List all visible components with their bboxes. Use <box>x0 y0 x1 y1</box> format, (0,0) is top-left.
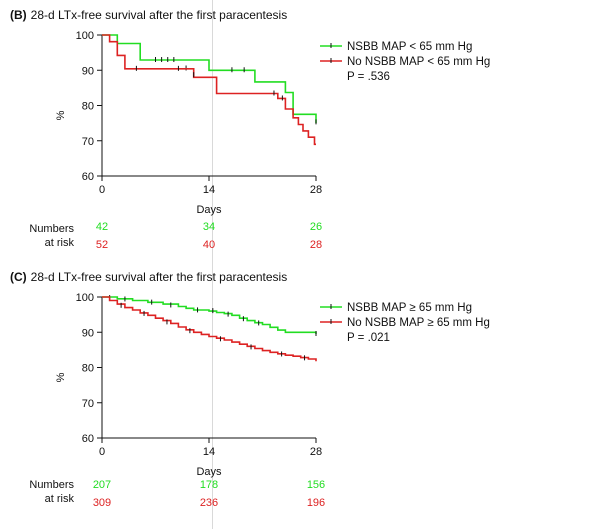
risk-label-b: Numbers at risk <box>14 222 74 250</box>
x-tick-label: 0 <box>99 446 105 458</box>
legend-label-1: No NSBB MAP < 65 mm Hg <box>347 56 490 68</box>
risk-label-line2: at risk <box>44 493 74 505</box>
panel-b-title: (B) 28-d LTx-free survival after the firs… <box>10 8 287 22</box>
chart-panel-c: (C) 28-d LTx-free survival after the firs… <box>0 262 597 529</box>
panel-c-title: (C) 28-d LTx-free survival after the firs… <box>10 270 287 284</box>
series-line-1 <box>102 296 317 362</box>
panel-c-title-text: 28-d LTx-free survival after the first p… <box>30 270 288 284</box>
panel-b-letter: (B) <box>10 8 27 22</box>
survival-chart-c: 60 70 80 90 100 0 14 28 Days% NSBB MAP ≥ 65 mm Hg… <box>55 292 490 509</box>
vertical-guide-line <box>212 0 213 529</box>
y-tick-label: 70 <box>82 398 94 410</box>
x-tick-label: 14 <box>203 446 215 458</box>
risk-count: 207 <box>93 479 111 491</box>
risk-label-c: Numbers at risk <box>14 478 74 506</box>
x-axis-label: Days <box>196 204 222 216</box>
y-tick-label: 90 <box>82 65 94 77</box>
x-tick-label: 0 <box>99 184 105 196</box>
risk-count: 26 <box>310 221 322 233</box>
series-line-1 <box>102 34 316 146</box>
p-value: P = .536 <box>347 71 390 83</box>
x-tick-label: 28 <box>310 446 322 458</box>
risk-label-line2: at risk <box>44 237 74 249</box>
x-tick-label: 28 <box>310 184 322 196</box>
risk-label-line1: Numbers <box>29 223 74 235</box>
risk-count: 52 <box>96 239 108 251</box>
panel-b-title-text: 28-d LTx-free survival after the first p… <box>30 8 288 22</box>
risk-count: 236 <box>200 497 218 509</box>
risk-count: 309 <box>93 497 111 509</box>
x-axis-label: Days <box>196 466 222 478</box>
risk-count: 34 <box>203 221 215 233</box>
y-tick-label: 90 <box>82 327 94 339</box>
series-line-0 <box>102 296 317 334</box>
legend-label-0: NSBB MAP < 65 mm Hg <box>347 41 472 53</box>
panel-c-letter: (C) <box>10 270 27 284</box>
y-axis-label: % <box>55 110 67 120</box>
chart-panel-b: (B) 28-d LTx-free survival after the firs… <box>0 0 597 262</box>
risk-count: 42 <box>96 221 108 233</box>
risk-count: 40 <box>203 239 215 251</box>
risk-count: 178 <box>200 479 218 491</box>
y-tick-label: 80 <box>82 363 94 375</box>
survival-chart-b: 60 70 80 90 100 0 14 28 Days% NSBB MAP < 65 mm Hg… <box>55 30 490 251</box>
y-tick-label: 100 <box>76 292 94 304</box>
y-tick-label: 100 <box>76 30 94 42</box>
series-line-0 <box>102 34 317 124</box>
risk-count: 28 <box>310 239 322 251</box>
y-tick-label: 60 <box>82 171 94 183</box>
legend-label-0: NSBB MAP ≥ 65 mm Hg <box>347 302 472 314</box>
p-value: P = .021 <box>347 332 390 344</box>
risk-label-line1: Numbers <box>29 479 74 491</box>
x-tick-label: 14 <box>203 184 215 196</box>
y-axis-label: % <box>55 372 67 382</box>
risk-count: 156 <box>307 479 325 491</box>
y-tick-label: 80 <box>82 101 94 113</box>
y-tick-label: 60 <box>82 433 94 445</box>
risk-count: 196 <box>307 497 325 509</box>
legend-label-1: No NSBB MAP ≥ 65 mm Hg <box>347 317 490 329</box>
y-tick-label: 70 <box>82 136 94 148</box>
